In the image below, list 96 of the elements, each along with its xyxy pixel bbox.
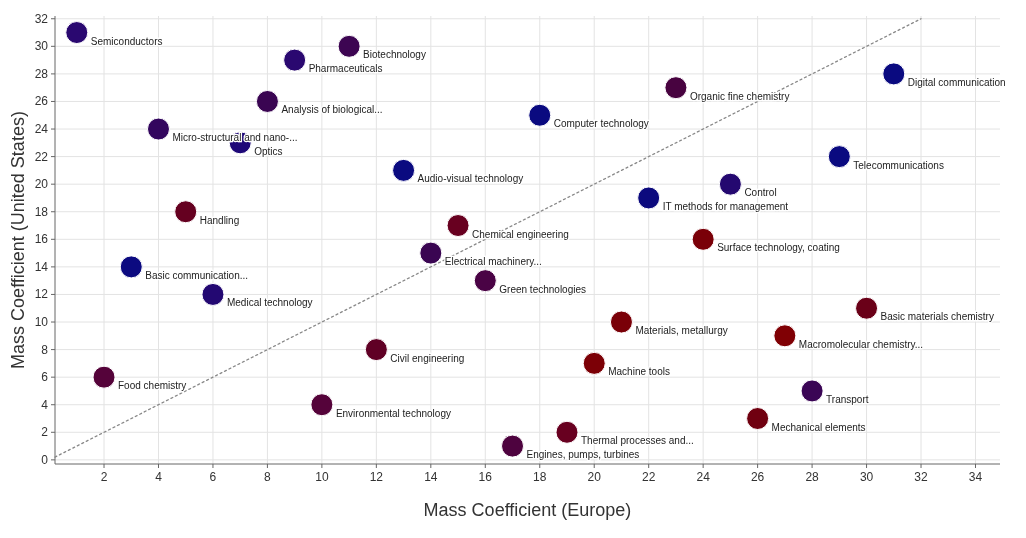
annotation: Thermal processes and...	[580, 435, 694, 447]
annotation: Engines, pumps, turbines	[526, 449, 640, 461]
y-tick-label: 10	[34, 315, 49, 330]
x-tick-label: 14	[424, 470, 438, 484]
y-tick-label: 28	[34, 66, 49, 81]
annotation: Audio-visual technology	[417, 173, 524, 185]
annotation: Green technologies	[499, 283, 587, 295]
point	[501, 434, 525, 458]
point	[800, 379, 824, 403]
x-tick-label: 16	[478, 470, 493, 484]
annotation: Medical technology	[226, 297, 313, 309]
annotation: Digital communication	[907, 76, 1006, 88]
y-tick-label: 32	[34, 11, 49, 26]
point	[255, 89, 279, 113]
annotation: Organic fine chemistry	[689, 90, 790, 102]
point	[528, 103, 552, 127]
point	[146, 117, 170, 141]
point	[174, 200, 198, 224]
y-tick-label: 16	[34, 232, 49, 247]
annotation: Machine tools	[608, 366, 670, 378]
annotation: Semiconductors	[90, 35, 163, 47]
x-tick-label: 34	[968, 470, 983, 484]
point	[392, 158, 416, 182]
y-tick-label: 30	[34, 39, 49, 54]
annotation: Pharmaceuticals	[308, 63, 383, 75]
y-tick-label: 4	[41, 397, 49, 412]
annotation: Mechanical elements	[771, 421, 866, 433]
point	[446, 214, 470, 238]
x-tick-label: 2	[100, 470, 108, 484]
point	[582, 351, 606, 375]
x-tick-label: 18	[533, 470, 547, 484]
annotation: Civil engineering	[390, 352, 465, 364]
point	[664, 76, 688, 100]
x-tick-label: 4	[155, 470, 163, 484]
annotation: Macromolecular chemistry...	[798, 338, 924, 350]
y-tick-label: 26	[34, 94, 49, 109]
x-tick-label: 26	[750, 470, 765, 484]
point	[882, 62, 906, 86]
x-tick-label: 32	[914, 470, 929, 484]
x-tick-label: 22	[642, 470, 656, 484]
point	[746, 407, 770, 431]
y-tick-label: 14	[34, 259, 49, 274]
point	[827, 145, 851, 169]
point	[65, 21, 89, 45]
y-tick-label: 0	[41, 452, 49, 467]
annotation: Environmental technology	[335, 407, 451, 419]
y-tick-label: 18	[34, 204, 49, 219]
y-axis-title: Mass Coefficient (United States)	[8, 111, 28, 369]
point	[337, 34, 361, 58]
annotation: Electrical machinery...	[444, 256, 542, 268]
y-tick-label: 2	[41, 425, 49, 440]
x-tick-label: 10	[315, 470, 329, 484]
y-tick-label: 8	[41, 342, 49, 357]
x-axis-title: Mass Coefficient (Europe)	[423, 500, 632, 520]
annotation: Biotechnology	[363, 49, 426, 61]
point	[773, 324, 797, 348]
point	[473, 269, 497, 293]
point	[637, 186, 661, 210]
x-tick-label: 8	[264, 470, 272, 484]
y-tick-label: 6	[41, 370, 49, 385]
x-tick-label: 12	[369, 470, 384, 484]
y-tick-label: 22	[34, 149, 49, 164]
y-tick-label: 12	[34, 287, 49, 302]
x-tick-label: 24	[696, 470, 711, 484]
annotation: Optics	[254, 145, 283, 157]
annotation: Basic materials chemistry	[880, 311, 994, 323]
annotation: Transport	[826, 393, 869, 405]
x-tick-label: 28	[805, 470, 820, 484]
x-tick-label: 20	[587, 470, 602, 484]
annotation: Materials, metallurgy	[635, 325, 728, 337]
point	[92, 365, 116, 389]
point	[119, 255, 143, 279]
point	[691, 227, 715, 251]
annotation: Analysis of biological...	[281, 104, 383, 116]
point	[419, 241, 443, 265]
x-tick-label: 6	[209, 470, 217, 484]
annotation: Food chemistry	[118, 380, 187, 392]
annotation: Computer technology	[553, 118, 649, 130]
y-tick-label: 24	[34, 122, 49, 137]
annotation: Basic communication...	[145, 269, 249, 281]
point	[718, 172, 742, 196]
point	[855, 296, 879, 320]
annotation: Surface technology, coating	[717, 242, 840, 254]
x-tick-label: 30	[859, 470, 874, 484]
point	[555, 420, 579, 444]
y-tick-label: 20	[34, 177, 49, 192]
point	[310, 393, 334, 417]
point	[609, 310, 633, 334]
point	[201, 282, 225, 306]
annotation: Handling	[199, 214, 240, 226]
annotation: Telecommunications	[853, 159, 944, 171]
point	[283, 48, 307, 72]
annotation: IT methods for management	[662, 200, 789, 212]
point	[364, 338, 388, 362]
annotation: Control	[744, 187, 777, 199]
annotation: Chemical engineering	[472, 228, 569, 240]
